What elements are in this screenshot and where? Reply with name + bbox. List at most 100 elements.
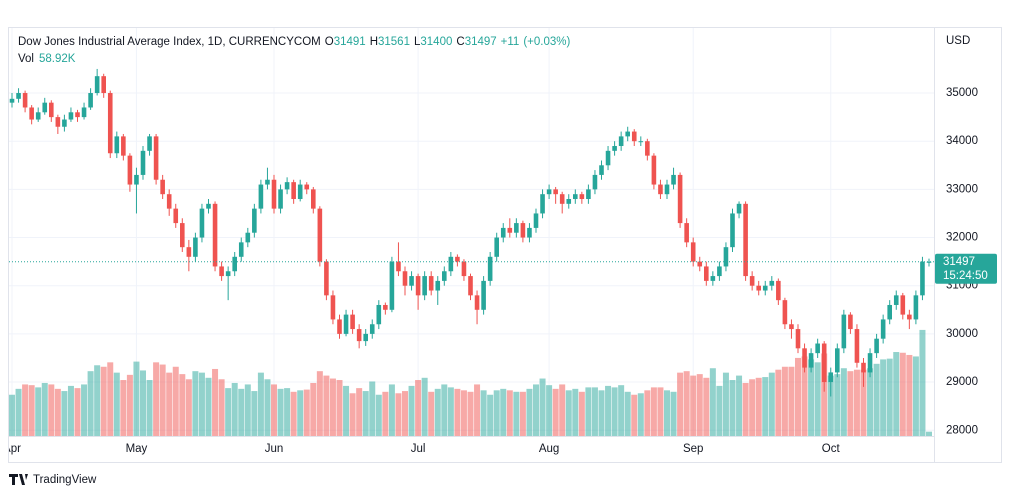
candle-body	[900, 295, 906, 315]
volume-bar	[460, 390, 467, 436]
volume-bar	[277, 388, 284, 436]
candle-body	[81, 107, 87, 118]
volume-bar	[664, 390, 670, 436]
candle-body	[553, 189, 558, 195]
volume-bar	[919, 329, 926, 436]
candle-body	[101, 76, 106, 94]
candle-body	[147, 136, 152, 151]
volume-bar	[526, 388, 533, 436]
candle-body	[55, 117, 61, 127]
volume-bar	[271, 384, 277, 436]
candle-body	[369, 324, 375, 334]
candle-body	[474, 295, 480, 310]
low-value: 31400	[420, 36, 452, 48]
candle-body	[704, 266, 709, 281]
volume-bar	[795, 357, 801, 436]
candle-body	[592, 174, 598, 190]
y-tick-label: 30000	[946, 328, 978, 340]
candle-body	[278, 189, 283, 209]
candle-body	[926, 261, 932, 263]
volume-bar	[415, 380, 422, 436]
y-tick-label: 32000	[946, 232, 978, 244]
volume-bar	[591, 387, 598, 436]
volume-bar	[631, 394, 638, 436]
volume-bar	[873, 363, 880, 436]
candle-body	[815, 343, 820, 354]
volume-bar	[126, 374, 133, 436]
volume-bar	[598, 390, 605, 436]
candle-body	[238, 242, 244, 257]
volume-bar	[100, 366, 107, 436]
candle-body	[75, 112, 80, 118]
candle-body	[579, 194, 585, 200]
candle-body	[317, 208, 323, 262]
volume-bar	[539, 378, 546, 436]
candle-body	[684, 223, 689, 243]
volume-bar	[212, 368, 219, 436]
volume-bar	[808, 359, 815, 436]
volume-bar	[329, 378, 336, 436]
volume-bar	[54, 388, 61, 436]
volume-bar	[192, 371, 199, 436]
volume-bar	[749, 379, 756, 436]
candle-body	[337, 319, 342, 334]
volume-bar	[382, 391, 389, 436]
candle-body	[396, 261, 401, 272]
candle-body	[533, 213, 539, 228]
candle-body	[586, 189, 591, 200]
volume-bar	[28, 385, 35, 436]
candle-body	[559, 194, 565, 204]
candle-body	[415, 276, 421, 296]
volume-bar	[906, 354, 913, 436]
volume-bar	[362, 391, 369, 436]
candle-body	[808, 353, 814, 368]
volume-bar	[533, 384, 539, 436]
candle-body	[107, 93, 113, 154]
volume-bar	[650, 387, 657, 436]
volume-bar	[867, 368, 874, 436]
candle-body	[389, 261, 395, 310]
candle-body	[520, 223, 526, 238]
candle-body	[324, 261, 329, 296]
volume-bar	[781, 366, 788, 436]
candle-body	[173, 208, 179, 224]
volume-bar	[336, 380, 343, 436]
volume-bar	[67, 385, 74, 436]
candle-body	[540, 194, 545, 214]
volume-bar	[899, 352, 906, 436]
volume-bar	[624, 391, 631, 436]
candle-body	[383, 304, 388, 310]
candle-body	[94, 76, 100, 94]
volume-bar	[140, 370, 146, 436]
volume-bar	[801, 356, 808, 436]
volume-bar	[35, 387, 42, 436]
volume-bar	[644, 390, 651, 436]
candle-body	[199, 208, 205, 238]
volume-bar	[179, 374, 186, 436]
candle-body	[776, 280, 781, 301]
low-label: L	[414, 36, 421, 48]
candle-body	[402, 271, 408, 286]
candle-body	[920, 261, 925, 296]
candle-body	[461, 261, 467, 277]
candle-body	[9, 98, 15, 103]
volume-bar	[814, 362, 821, 436]
x-tick-label: May	[126, 443, 148, 455]
volume-bar	[290, 391, 297, 436]
candle-body	[690, 242, 696, 262]
volume-bar	[768, 372, 775, 436]
candle-body	[343, 314, 349, 334]
candle-body	[907, 314, 912, 320]
volume-bar	[421, 377, 428, 436]
volume-bar	[847, 371, 854, 436]
candle-body	[507, 227, 513, 233]
candle-body	[828, 372, 834, 383]
candle-body	[350, 314, 355, 330]
candle-body	[612, 146, 617, 151]
brand-name: TradingView	[33, 474, 97, 486]
candle-body	[134, 174, 139, 185]
volume-bar	[15, 388, 22, 436]
candle-body	[140, 150, 146, 175]
volume-bar	[218, 379, 225, 436]
candle-body	[743, 203, 748, 277]
